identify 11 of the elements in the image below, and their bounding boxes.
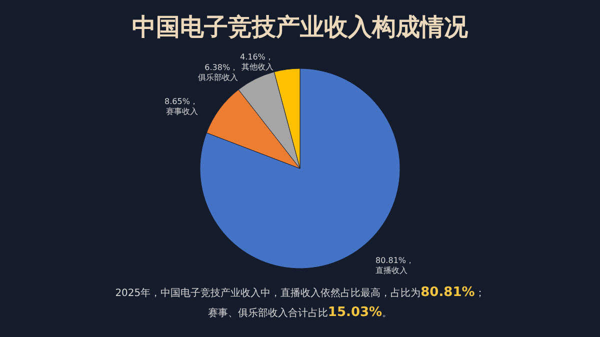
data-label: 6.38%，	[204, 63, 238, 72]
chart-title: 中国电子竞技产业收入构成情况	[132, 13, 469, 41]
slice-label: 赛事收入	[166, 106, 198, 116]
slice-label: 其他收入	[241, 62, 274, 72]
slice-label: 俱乐部收入	[198, 73, 238, 82]
text: 2025年，中国电子竞技产业收入中，直播收入依然占比最高，占比为80.81%；	[115, 285, 485, 300]
slice-label: 直播收入	[376, 266, 408, 275]
data-label: 80.81%，	[376, 256, 414, 265]
text: 赛事、俱乐部收入合计占比15.03%。	[208, 305, 392, 320]
data-label: 4.16%，	[240, 52, 274, 62]
data-label: 8.65%，	[164, 96, 198, 106]
